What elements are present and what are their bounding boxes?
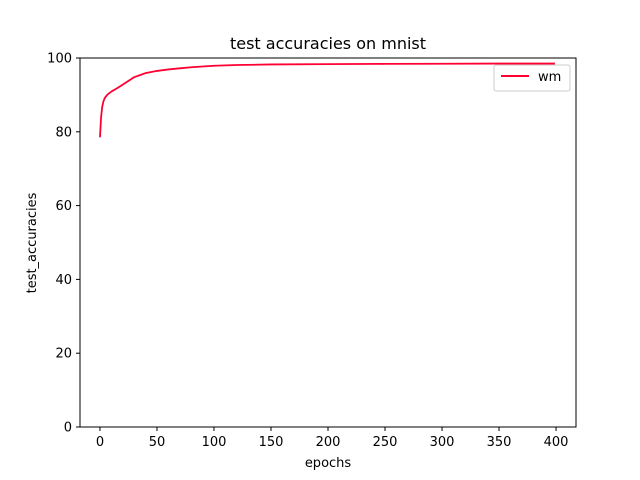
y-axis-ticks: 0 20 40 60 80 100	[47, 52, 80, 436]
axes-frame	[79, 57, 577, 428]
y-tick-label: 80	[55, 125, 72, 140]
legend-box	[493, 64, 571, 92]
x-axis-ticks: 0 50 100 150 200 250 300 350 400	[96, 427, 569, 450]
x-axis-label: epochs	[305, 456, 352, 471]
legend-label-wm: wm	[538, 70, 561, 85]
y-tick-label: 40	[55, 273, 72, 288]
x-tick-label: 50	[149, 435, 166, 450]
x-tick-label: 300	[430, 435, 455, 450]
x-tick-label: 200	[316, 435, 341, 450]
y-axis-label: test_accuracies	[25, 192, 40, 293]
x-tick-label: 250	[373, 435, 398, 450]
y-tick-label: 0	[64, 421, 72, 436]
y-tick-label: 100	[47, 52, 72, 67]
plot-area	[99, 62, 555, 138]
x-tick-label: 0	[96, 435, 104, 450]
x-tick-label: 400	[544, 435, 569, 450]
x-tick-label: 100	[202, 435, 227, 450]
y-tick-label: 60	[55, 199, 72, 214]
chart-title: test accuracies on mnist	[230, 34, 426, 53]
legend: wm	[493, 64, 571, 92]
y-tick-label: 20	[55, 347, 72, 362]
series-line-wm	[99, 62, 555, 138]
x-tick-label: 150	[259, 435, 284, 450]
x-tick-label: 350	[487, 435, 512, 450]
